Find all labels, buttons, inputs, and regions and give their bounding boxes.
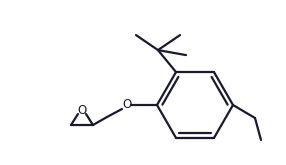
Text: O: O	[78, 104, 87, 117]
Text: O: O	[122, 99, 132, 112]
